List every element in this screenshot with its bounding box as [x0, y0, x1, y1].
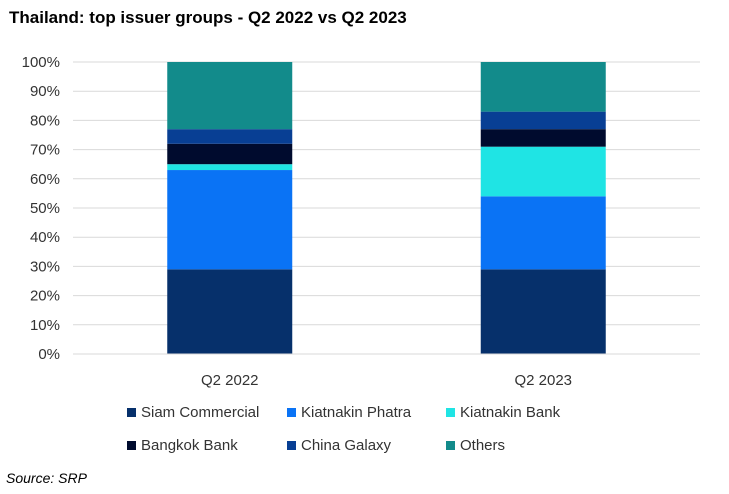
bar-segment-others	[167, 62, 293, 130]
y-tick-label: 50%	[30, 200, 60, 217]
y-tick-label: 0%	[38, 346, 60, 363]
bar-segment-kiatnakin-bank	[167, 164, 293, 171]
bar-segment-siam-commercial	[480, 269, 606, 354]
y-tick-label: 70%	[30, 142, 60, 159]
y-tick-label: 10%	[30, 317, 60, 334]
y-tick-label: 80%	[30, 112, 60, 129]
y-tick-label: 60%	[30, 171, 60, 188]
x-axis-categories: Q2 2022 Q2 2023	[201, 372, 572, 389]
bar-segment-kiatnakin-phatra	[167, 170, 293, 270]
bar-segment-siam-commercial	[167, 269, 293, 354]
source-note: Source: SRP	[6, 470, 87, 486]
bar-segment-bangkok-bank	[480, 129, 606, 147]
gridlines	[73, 61, 700, 326]
chart-title: Thailand: top issuer groups - Q2 2022 vs…	[9, 8, 407, 27]
bar-segment-kiatnakin-bank	[480, 146, 606, 197]
y-tick-label: 30%	[30, 258, 60, 275]
bar-segment-kiatnakin-phatra	[480, 196, 606, 270]
bars	[167, 62, 606, 354]
y-axis-ticks: 0% 10% 20% 30% 40% 50% 60% 70% 80% 90% 100%	[22, 54, 60, 363]
y-tick-label: 20%	[30, 288, 60, 305]
y-tick-label: 100%	[22, 54, 60, 71]
x-category-label: Q2 2023	[514, 372, 572, 389]
y-tick-label: 90%	[30, 83, 60, 100]
bar-segment-china-galaxy	[167, 129, 293, 144]
bar-segment-bangkok-bank	[167, 143, 293, 165]
x-category-label: Q2 2022	[201, 372, 259, 389]
y-tick-label: 40%	[30, 229, 60, 246]
bar-segment-china-galaxy	[480, 111, 606, 130]
bar-segment-others	[480, 62, 606, 112]
